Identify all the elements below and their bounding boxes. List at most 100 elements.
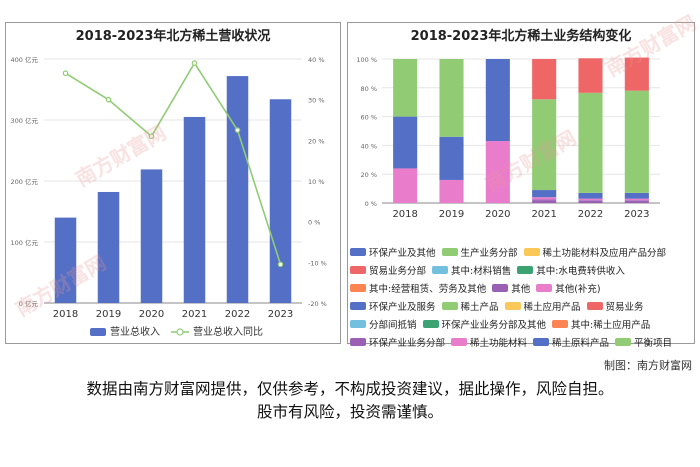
disclaimer-line-1: 数据由南方财富网提供，仅供参考，不构成投资建议，据此操作，风险自担。 <box>86 380 614 398</box>
legend-item: 环保产业业务分部 <box>350 335 445 349</box>
legend-item: 贸易业务分部 <box>350 263 426 277</box>
legend-swatch <box>432 266 449 274</box>
y-tick-label: 20 % <box>360 171 377 179</box>
legend-swatch <box>350 338 366 346</box>
stack-segment <box>624 198 649 201</box>
legend-item: 环保产业及服务 <box>350 299 436 313</box>
legend-swatch <box>504 302 521 310</box>
legend-swatch <box>586 302 603 310</box>
disclaimer-line-2: 股市有风险，投资需谨慎。 <box>256 403 443 421</box>
y-right-tick-label: -20 % <box>308 300 327 308</box>
legend-marker-growth <box>176 328 184 336</box>
stack-segment <box>578 92 603 193</box>
legend-label: 其他 <box>511 284 531 295</box>
legend-item: 生产业务分部 <box>441 245 518 259</box>
legend-label: 稀土功能材料 <box>470 338 528 349</box>
revenue-bar <box>183 116 206 303</box>
legend-swatch <box>350 266 366 274</box>
revenue-chart-title: 2018-2023年北方稀土营收状况 <box>75 29 271 44</box>
x-tick-label: 2019 <box>96 309 121 320</box>
y-left-tick-label: 200 亿元 <box>11 177 39 186</box>
legend-swatch <box>523 248 540 256</box>
legend-item: 其他 <box>492 281 530 295</box>
y-right-tick-label: -10 % <box>308 259 327 267</box>
legend-label: 环保产业业务分部 <box>369 338 446 349</box>
legend-label: 环保产业及其他 <box>369 248 436 259</box>
legend-item: 其中:稀土应用产品 <box>552 317 650 331</box>
legend-row: 环保产业及其他 生产业务分部 稀土功能材料及应用产品分部 <box>350 245 672 259</box>
legend-item: 其他(补充) <box>536 281 601 295</box>
business-structure-panel: 2018-2023年北方稀土业务结构变化 0 % 20 % 40 % 60 % 80 %… <box>347 22 695 349</box>
legend-swatch <box>350 284 366 292</box>
legend-item: 其中:经营租赁、劳务及其他 <box>350 281 486 295</box>
legend-label: 环保产业及服务 <box>369 302 436 313</box>
stack-segment <box>578 198 603 201</box>
y-right-tick-label: 20 % <box>308 137 325 145</box>
revenue-bar <box>140 169 163 303</box>
legend-label: 稀土产品 <box>460 302 499 313</box>
legend-swatch <box>533 338 550 346</box>
y-right-tick-label: 30 % <box>308 97 325 105</box>
x-tick-label: 2020 <box>139 309 164 320</box>
legend-label: 贸易业务分部 <box>369 266 427 277</box>
legend-row: 贸易业务分部 其中:材料销售 其中:水电费转供收入 <box>350 263 631 277</box>
legend-label: 环保产业业务分部及其他 <box>441 320 547 331</box>
y-tick-label: 80 % <box>360 85 377 93</box>
legend-swatch <box>492 284 509 292</box>
x-tick-label: 2023 <box>624 209 649 220</box>
legend-swatch <box>615 338 632 346</box>
legend-swatch <box>517 266 534 274</box>
legend-item: 其中:水电费转供收入 <box>517 263 625 277</box>
legend-swatch <box>350 320 366 328</box>
chart-credit: 制图：南方财富网 <box>604 359 692 372</box>
legend-label-revenue: 营业总收入 <box>110 325 160 338</box>
y-left-tick-label: 100 亿元 <box>11 238 39 247</box>
y-left-tick-label: 0 亿元 <box>19 299 39 308</box>
business-structure-svg: 0 % 20 % 40 % 60 % 80 % 100 % 2018 2019 2020 2021… <box>356 56 660 220</box>
legend-row: 环保产业及服务 稀土产品 稀土应用产品 贸易业务 <box>350 299 650 313</box>
legend-label: 生产业务分部 <box>460 248 518 259</box>
legend-swatch <box>441 248 458 256</box>
legend-label: 其中:经营租赁、劳务及其他 <box>369 284 487 295</box>
growth-point <box>148 133 155 140</box>
x-tick-label: 2023 <box>268 309 293 320</box>
legend-label: 其中:稀土应用产品 <box>571 320 651 331</box>
x-tick-label: 2020 <box>485 209 510 220</box>
legend-item: 稀土原料产品 <box>533 335 609 349</box>
legend-item: 环保产业业务分部及其他 <box>422 317 547 331</box>
y-left-tick-label: 400 亿元 <box>11 55 39 64</box>
stack-segment <box>532 190 557 198</box>
stack-segment <box>578 200 603 201</box>
x-tick-label: 2022 <box>578 209 603 220</box>
growth-line <box>65 61 282 265</box>
growth-point <box>234 127 241 133</box>
legend-label: 稀土原料产品 <box>552 338 610 349</box>
growth-point <box>105 96 112 103</box>
stack-segment <box>578 200 603 203</box>
legend-swatch-revenue <box>90 328 106 336</box>
legend-label: 稀土应用产品 <box>523 302 581 313</box>
stack-segment <box>624 192 649 199</box>
legend-row: 环保产业业务分部 稀土功能材料 稀土原料产品 平衡项目 <box>350 335 678 349</box>
legend-item: 稀土产品 <box>441 299 499 313</box>
legend-label: 其中:材料销售 <box>451 266 512 277</box>
y-tick-label: 60 % <box>360 114 377 122</box>
legend-item: 其中:材料销售 <box>432 263 511 277</box>
stack-segment <box>485 59 510 142</box>
legend-swatch <box>536 284 553 292</box>
legend-label: 其中:水电费转供收入 <box>536 266 625 277</box>
legend-label: 贸易业务 <box>605 302 644 313</box>
legend-label: 稀土功能材料及应用产品分部 <box>542 248 667 259</box>
legend-swatch <box>422 320 439 328</box>
y-right-tick-label: 40 % <box>308 56 325 64</box>
legend-swatch <box>441 302 458 310</box>
stack-segment <box>624 90 649 193</box>
legend-item: 环保产业及其他 <box>350 245 436 259</box>
legend-label: 分部间抵销 <box>369 320 417 331</box>
legend-item: 稀土功能材料及应用产品分部 <box>523 245 667 259</box>
legend-label-growth: 营业总收入同比 <box>193 325 263 338</box>
x-tick-label: 2019 <box>439 209 464 220</box>
legend-row: 其中:经营租赁、劳务及其他 其他 其他(补充) <box>350 281 607 295</box>
stack-segment <box>624 200 649 201</box>
y-right-tick-label: 10 % <box>308 178 325 186</box>
